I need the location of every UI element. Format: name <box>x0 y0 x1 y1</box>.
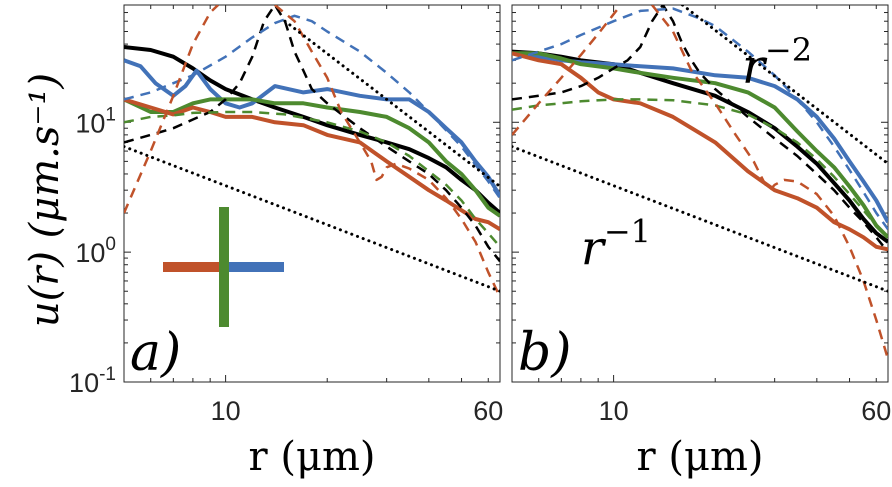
panel-b-x-axis-label: r (μm) <box>637 434 764 480</box>
y-axis-label: u(r) (μm.s⁻¹) <box>22 73 68 327</box>
y-axis-label-symbol: u(r) (μm.s⁻¹) <box>22 73 68 327</box>
series-green-model <box>124 110 500 248</box>
panel-b-annotations: r−2 r−1 <box>581 31 812 277</box>
panel-b-label: b) <box>518 323 572 383</box>
panel-a-x-axis-label: r (μm) <box>249 434 376 480</box>
series-green-model <box>512 98 888 239</box>
panel-a-series <box>124 5 500 298</box>
panel-a-y-tick-labels: 10-1 100 101 <box>69 104 116 398</box>
panel-b-frame <box>511 4 889 383</box>
series-blue-measured <box>512 51 888 224</box>
series-orange-measured <box>124 97 500 232</box>
series-green-measured <box>512 51 888 239</box>
series-black-model <box>124 5 500 263</box>
svg-text:u(r) (μm.s⁻¹): u(r) (μm.s⁻¹) <box>22 73 68 327</box>
series-orange-model-right <box>274 5 500 298</box>
y-tick-label: 100 <box>75 234 116 268</box>
series-green-measured <box>124 97 500 218</box>
series-r-2-guide <box>681 5 888 166</box>
series-blue-model <box>124 14 500 199</box>
inset-cross-symbol <box>163 207 284 327</box>
x-tick-label: 60 <box>861 396 891 426</box>
panel-b-x-tick-labels: 10 60 <box>599 396 892 426</box>
annotation-r-power-1: r−2 <box>742 31 812 95</box>
annotation-r-power-2: r−1 <box>581 213 651 277</box>
panel-a: 10-1 100 101 10 60 a) r (μm) <box>69 4 504 480</box>
x-tick-label: 10 <box>599 396 629 426</box>
x-tick-label: 10 <box>211 396 241 426</box>
y-tick-label: 10-1 <box>69 364 116 398</box>
series-black-model <box>512 5 888 253</box>
x-tick-label: 60 <box>473 396 503 426</box>
series-orange-model-right <box>651 5 888 360</box>
series-r-1-guide <box>512 145 888 293</box>
panel-b: 10 60 b) r (μm) r−2 r−1 <box>511 4 892 480</box>
series-blue-measured <box>124 58 500 198</box>
panel-b-ticks <box>511 4 888 383</box>
panel-b-series <box>512 5 888 360</box>
series-black-measured <box>512 49 888 244</box>
series-orange-model-left <box>124 5 219 214</box>
series-r-1-guide <box>124 145 500 293</box>
panel-a-x-tick-labels: 10 60 <box>211 396 504 426</box>
series-r-2-guide <box>283 19 500 188</box>
series-orange-model-left <box>512 5 622 136</box>
series-orange-measured <box>512 51 888 252</box>
series-blue-model <box>512 7 888 231</box>
panel-a-label: a) <box>130 323 181 383</box>
y-tick-label: 101 <box>75 104 116 138</box>
series-black-measured <box>124 45 500 215</box>
